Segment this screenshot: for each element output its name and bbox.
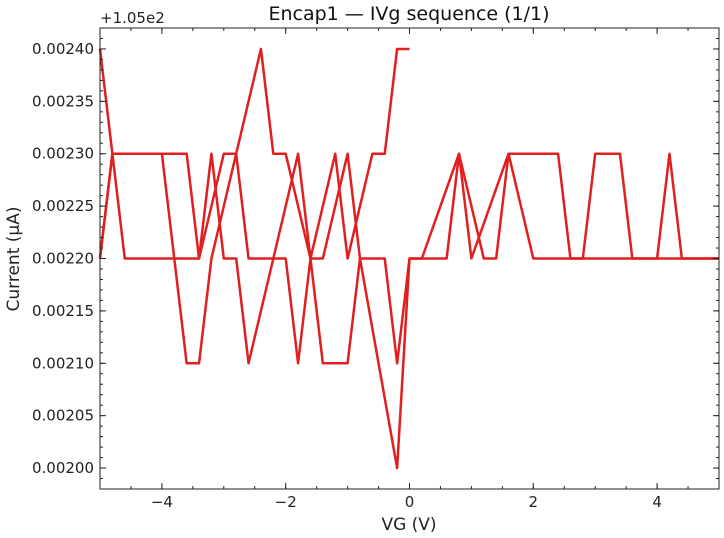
y-tick-label: 0.00210 — [32, 354, 94, 372]
y-tick-label: 0.00200 — [32, 459, 94, 477]
y-tick-label: 0.00205 — [32, 407, 94, 425]
x-axis-label: VG (V) — [381, 515, 436, 535]
x-tick-label: −2 — [275, 493, 297, 511]
y-tick-label: 0.00220 — [32, 250, 94, 268]
series-line-1 — [98, 47, 719, 470]
y-tick-label: 0.00225 — [32, 197, 94, 215]
y-tick-label: 0.00235 — [32, 92, 94, 110]
x-tick-label: 0 — [405, 493, 415, 511]
y-axis-label: Current (µA) — [4, 207, 24, 312]
y-tick-label: 0.00240 — [32, 40, 94, 58]
series-layer — [98, 47, 719, 470]
x-tick-label: −4 — [151, 493, 173, 511]
x-tick-label: 2 — [529, 493, 539, 511]
y-tick-label: 0.00230 — [32, 145, 94, 163]
x-tick-label: 4 — [652, 493, 662, 511]
series-line-3 — [98, 47, 410, 260]
plot-frame — [99, 27, 720, 490]
chart-title: Encap1 — IVg sequence (1/1) — [268, 3, 549, 25]
ticks-layer: −4 −2 0 2 4 0.00200 0.00205 0.00210 0.00215 0.002… — [32, 27, 720, 511]
series-line-2 — [98, 152, 719, 365]
y-offset-label: +1.05e2 — [100, 9, 165, 27]
y-tick-label: 0.00215 — [32, 302, 94, 320]
